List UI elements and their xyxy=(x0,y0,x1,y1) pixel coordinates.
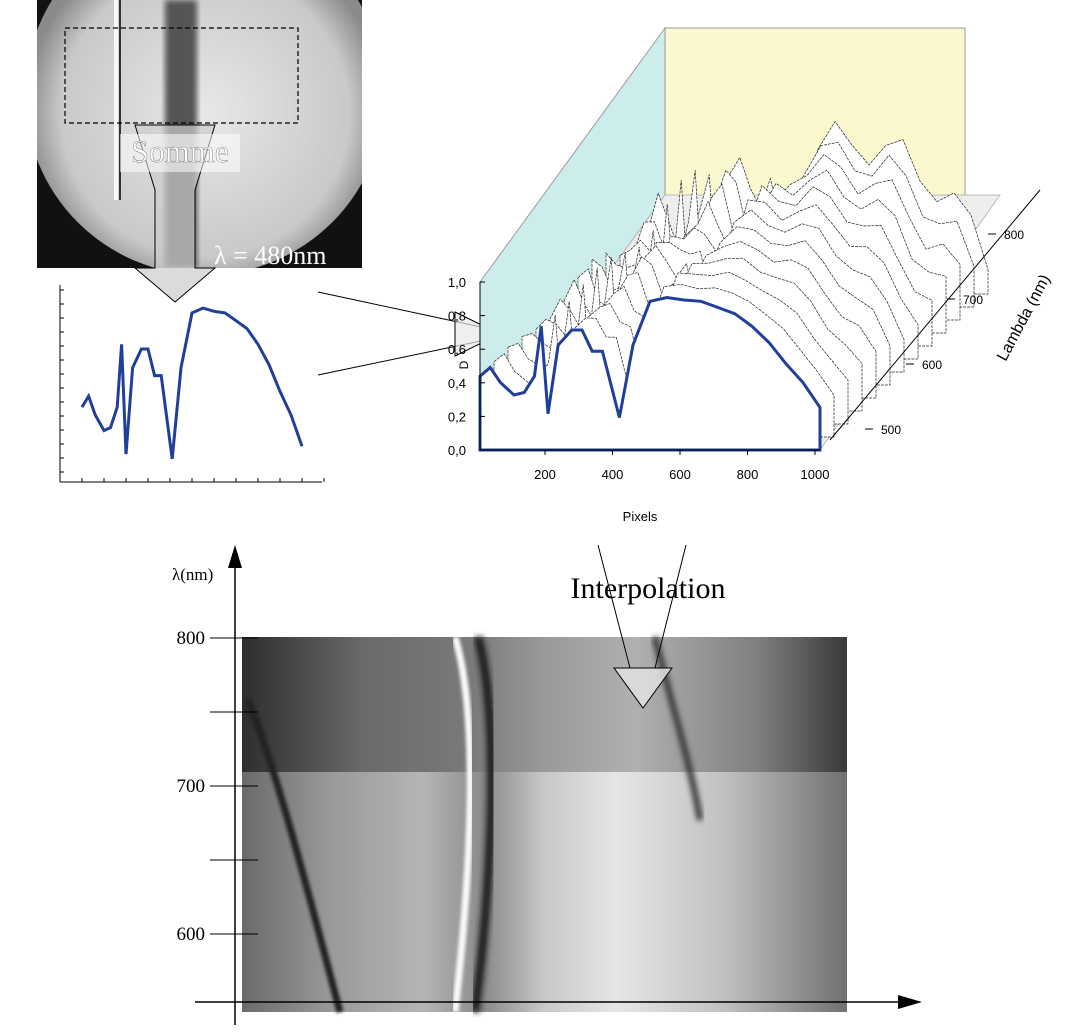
selection-box xyxy=(64,27,299,124)
map-feature xyxy=(244,698,344,1013)
map-feature xyxy=(451,635,474,1013)
x-tick-label: 200 xyxy=(534,467,556,482)
y-axis-label: D xyxy=(457,360,471,369)
depth-tick-label: 600 xyxy=(922,358,942,372)
waterfall-curve xyxy=(478,295,822,452)
x-tick-label: 400 xyxy=(602,467,624,482)
waterfall xyxy=(478,120,989,452)
x-axis-label: Pixels xyxy=(623,509,658,524)
label-box xyxy=(120,134,240,172)
y-tick-label: 0,4 xyxy=(448,376,466,391)
arrow-line xyxy=(654,544,687,669)
spectrum-curve xyxy=(80,306,304,460)
y-tick-label: 0,8 xyxy=(448,309,466,324)
depth-tick-label: 500 xyxy=(881,423,901,437)
axis-arrow xyxy=(228,545,242,568)
map-feature xyxy=(470,635,496,1013)
y-tick-label: 0,0 xyxy=(448,443,466,458)
depth-tick-label: 800 xyxy=(1004,228,1024,242)
map-y-tick-label: 700 xyxy=(177,776,206,797)
map-feature xyxy=(652,636,703,821)
depth-tick-label: 700 xyxy=(963,293,983,307)
y-tick-label: 0,2 xyxy=(448,409,466,424)
spectrum-plot xyxy=(60,289,325,482)
axis-arrow xyxy=(898,995,922,1009)
map-y-axis-label: λ(nm) xyxy=(172,565,213,584)
sum-label: Somme xyxy=(131,133,229,169)
wavelength-label: λ = 480nm xyxy=(214,241,327,270)
x-tick-label: 800 xyxy=(737,467,759,482)
y-tick-label: 0,6 xyxy=(448,342,466,357)
map-image-band xyxy=(242,637,847,772)
y-tick-label: 1,0 xyxy=(448,275,466,290)
interpolation-label: Interpolation xyxy=(571,572,726,605)
depth-axis-label: Lambda (nm) xyxy=(994,272,1054,364)
map-y-tick-label: 800 xyxy=(177,628,206,649)
x-tick-label: 600 xyxy=(669,467,691,482)
arrow-line xyxy=(597,544,631,669)
axis xyxy=(829,189,1041,441)
arrow-head xyxy=(454,311,502,357)
arrow-head xyxy=(613,667,673,709)
x-tick-label: 1000 xyxy=(801,467,830,482)
map-y-tick-label: 600 xyxy=(177,924,206,945)
